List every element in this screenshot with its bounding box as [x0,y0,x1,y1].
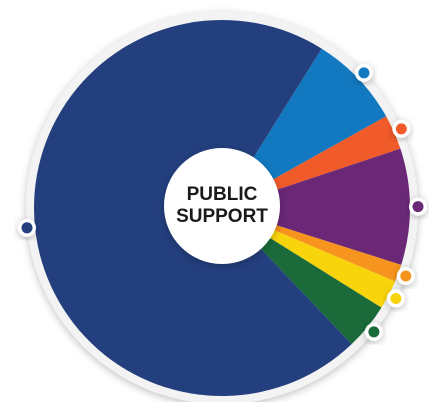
slice [222,148,411,265]
chart-title: PUBLIC SUPPORT [176,184,268,227]
slice-marker-dot [21,222,33,234]
center-disc [164,148,280,264]
slice-marker-dot [412,201,424,213]
slice-marker-dot [395,123,407,135]
markers [18,63,427,341]
slice-marker-dot [390,293,402,305]
slice-marker-dot [400,270,412,282]
slice-marker-dot [368,326,380,338]
slice-marker-dot [358,67,370,79]
